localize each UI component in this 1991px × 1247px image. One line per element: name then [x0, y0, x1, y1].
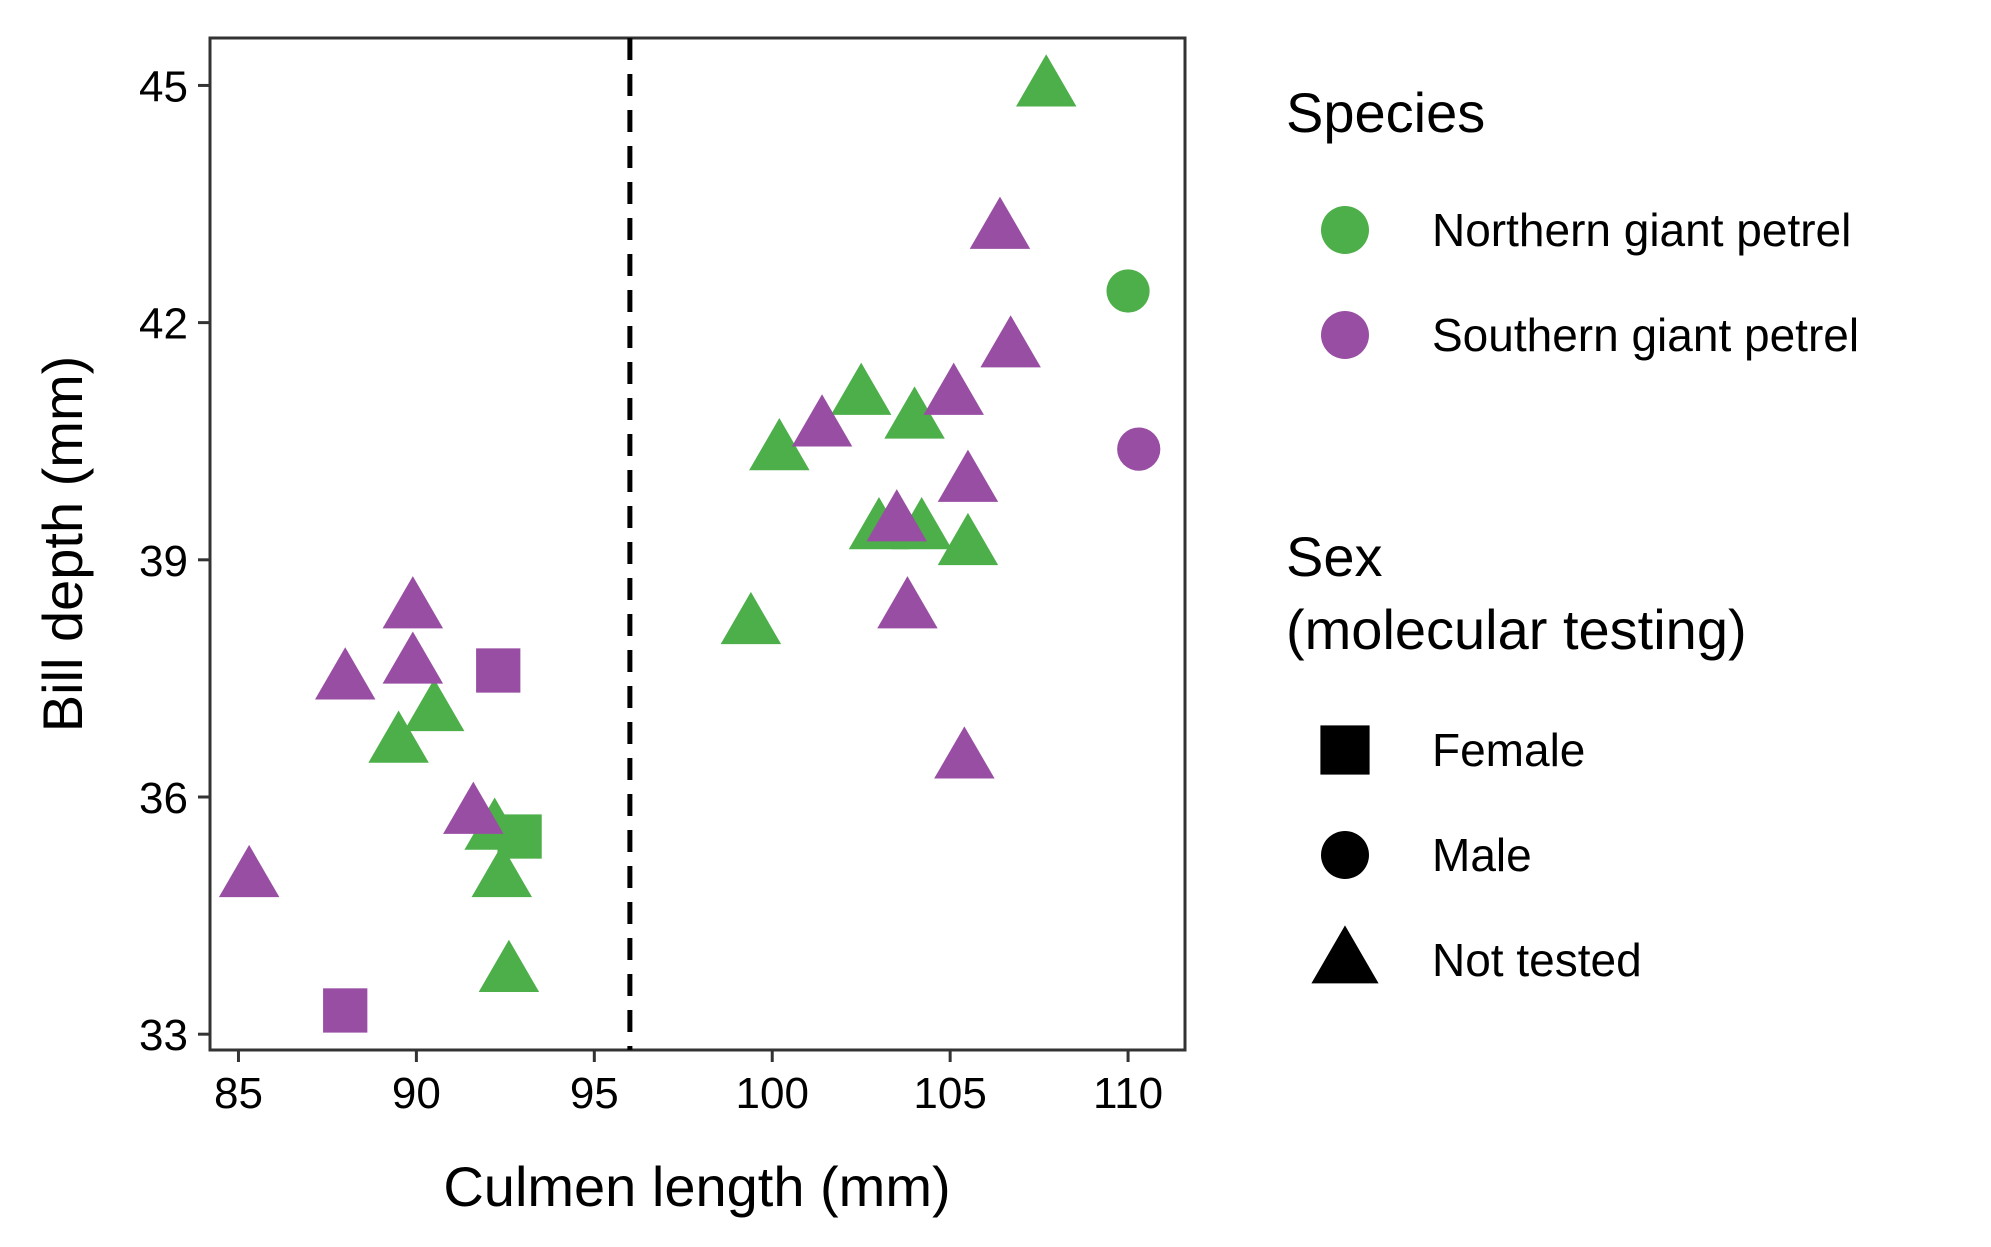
y-axis: 33 36 39 42 45 — [139, 62, 210, 1060]
data-point — [314, 647, 376, 700]
data-point — [218, 844, 280, 898]
legend-sex-label: Male — [1432, 829, 1532, 881]
legend-species-label: Northern giant petrel — [1432, 204, 1851, 256]
x-tick-label: 95 — [570, 1069, 619, 1118]
data-point — [323, 988, 368, 1033]
data-point — [923, 362, 984, 415]
legend-species: Species Northern giant petrel Southern gi… — [1286, 81, 1859, 361]
data-point — [443, 781, 504, 834]
y-tick-label: 33 — [139, 1011, 188, 1060]
data-points — [218, 54, 1161, 1033]
legend-species-key — [1321, 206, 1369, 254]
data-point — [1015, 54, 1077, 107]
y-tick-label: 36 — [139, 774, 188, 823]
data-point — [382, 631, 444, 684]
legend-sex: Sex (molecular testing) Female Male Not te… — [1286, 525, 1747, 986]
data-point — [937, 512, 999, 566]
data-point — [368, 710, 429, 763]
data-point — [884, 386, 945, 439]
data-point — [1117, 427, 1161, 471]
y-tick-label: 42 — [139, 300, 188, 349]
x-axis-title: Culmen length (mm) — [443, 1155, 950, 1218]
legend-sex-key-triangle — [1311, 925, 1379, 984]
data-point — [934, 726, 995, 779]
x-tick-label: 90 — [392, 1069, 441, 1118]
plot-border — [208, 36, 1187, 1052]
data-point — [830, 362, 892, 415]
y-tick-label: 39 — [139, 537, 188, 586]
legend-sex-label: Female — [1432, 724, 1585, 776]
data-point — [749, 417, 810, 471]
data-point — [1106, 269, 1150, 313]
data-point — [937, 449, 999, 502]
legend-species-title: Species — [1286, 81, 1485, 144]
legend-sex-title-line-2: (molecular testing) — [1286, 598, 1747, 661]
legend-sex-label: Not tested — [1432, 934, 1642, 986]
data-point — [382, 576, 444, 629]
data-point — [877, 576, 938, 629]
data-point — [403, 678, 465, 732]
data-point — [866, 489, 928, 542]
legend-sex-key-square — [1320, 725, 1370, 775]
data-point — [969, 196, 1031, 249]
legend-species-key — [1321, 311, 1369, 359]
data-point — [478, 939, 540, 993]
data-point — [471, 844, 533, 898]
x-tick-label: 85 — [214, 1069, 263, 1118]
x-tick-label: 100 — [736, 1069, 809, 1118]
data-point — [791, 394, 853, 447]
x-tick-label: 105 — [913, 1069, 986, 1118]
x-tick-label: 110 — [1093, 1069, 1163, 1118]
plot-panel — [208, 36, 1187, 1052]
x-axis: 85 90 95 100 105 110 — [214, 1050, 1163, 1118]
legend-species-label: Southern giant petrel — [1432, 309, 1859, 361]
data-point — [980, 315, 1041, 368]
y-tick-label: 45 — [139, 62, 188, 111]
y-axis-title: Bill depth (mm) — [31, 356, 94, 733]
data-point — [720, 591, 782, 645]
legend-sex-key-circle — [1321, 831, 1369, 879]
legend-sex-title-line-1: Sex — [1286, 525, 1383, 588]
data-point — [476, 648, 521, 693]
